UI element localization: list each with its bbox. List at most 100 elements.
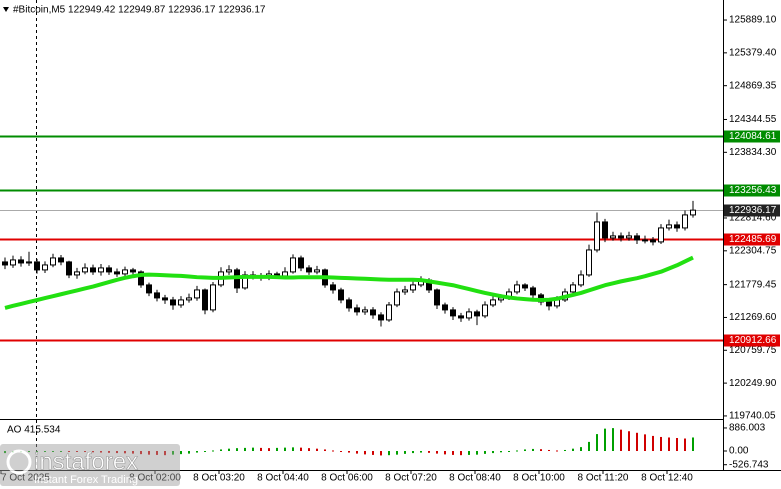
candle-body [450, 309, 456, 317]
ao-bar [228, 448, 230, 452]
y-tick-label: 120249.90 [729, 378, 777, 389]
ao-bar [196, 451, 198, 453]
ao-bar [452, 451, 454, 455]
candle-body [114, 271, 120, 275]
candle-body [18, 259, 24, 264]
ao-bar [212, 450, 214, 452]
ao-bar [596, 434, 598, 452]
ao-bar [404, 451, 406, 454]
candle-body [410, 284, 416, 291]
candle-body [378, 314, 384, 321]
candle-body [122, 269, 128, 275]
ao-bar [28, 451, 30, 453]
ao-bar [244, 447, 246, 452]
y-tick-label: 122304.75 [729, 245, 777, 256]
candle-body [474, 311, 480, 317]
ao-bar [300, 447, 302, 452]
y-tick-label: 124869.35 [729, 80, 777, 91]
x-tick-label: 8 Oct 07:20 [385, 473, 437, 484]
ao-bar [148, 451, 150, 455]
candle-body [138, 271, 144, 286]
candle-body [394, 291, 400, 306]
level-label: 122485.69 [729, 234, 777, 245]
ao-bar [684, 438, 686, 452]
ao-bar [220, 449, 222, 452]
candle-body [146, 284, 152, 294]
ao-bar [372, 451, 374, 455]
ao-bar [412, 451, 414, 454]
ao-bar [444, 451, 446, 455]
ao-bar [116, 451, 118, 454]
candle-body [634, 235, 640, 241]
candle-body [442, 304, 448, 311]
ao-bar [348, 451, 350, 453]
ao-bar [204, 451, 206, 453]
level-label-bg [724, 184, 780, 197]
candle-body [674, 224, 680, 229]
candle-body [618, 235, 624, 239]
x-tick-label: 8 Oct 08:40 [449, 473, 501, 484]
ao-bar [60, 451, 62, 453]
x-tick-label: 8 Oct 10:00 [513, 473, 565, 484]
ao-tick-label: -526.743 [729, 459, 769, 470]
watermark-bg [0, 444, 180, 486]
candle-body [482, 304, 488, 317]
ao-bar [92, 451, 94, 453]
candle-body [434, 289, 440, 306]
ao-bar [628, 431, 630, 452]
candle-body [178, 299, 184, 306]
ao-bar [620, 429, 622, 452]
ao-bar [364, 451, 366, 455]
indicator-title: AO 415.534 [7, 425, 61, 436]
moving-average [4, 255, 694, 310]
ao-bar [652, 435, 654, 452]
candle-body [154, 292, 160, 299]
y-tick-label: 119740.05 [729, 411, 776, 422]
ao-bar [604, 428, 606, 452]
candle-body [106, 267, 112, 273]
candle-body [2, 261, 8, 266]
ao-bar [532, 448, 534, 452]
ao-bar [644, 434, 646, 452]
candle-body [650, 239, 656, 243]
candle-body [50, 257, 56, 266]
x-tick-label: 8 Oct 12:40 [641, 473, 693, 484]
candle-body [530, 287, 536, 296]
candle-body [162, 297, 168, 301]
ao-bar [236, 448, 238, 452]
candle-body [570, 284, 576, 293]
level-label-bg [724, 334, 780, 347]
ao-bar [508, 451, 510, 453]
candle-body [98, 267, 104, 273]
candle-body [626, 235, 632, 239]
candle-body [330, 284, 336, 291]
candle-body [226, 269, 232, 273]
candle-body [354, 307, 360, 313]
ao-bar [76, 451, 78, 453]
ao-bar [436, 451, 438, 454]
ao-tick-label: 0.00 [729, 446, 749, 457]
ao-bar [460, 451, 462, 456]
candle-body [90, 267, 96, 273]
ao-bar [572, 448, 574, 452]
y-tick-label: 122814.60 [729, 213, 777, 224]
watermark-brand: instaforex [34, 448, 138, 475]
ao-bar [52, 451, 54, 453]
candle-body [186, 297, 192, 301]
candle-body [682, 214, 688, 229]
ao-bar [4, 451, 6, 454]
candle-body [10, 259, 16, 266]
candle-body [594, 221, 600, 251]
ao-bar [140, 451, 142, 455]
ao-bar [308, 448, 310, 452]
ao-bar [188, 451, 190, 454]
ao-bar [468, 451, 470, 455]
candle-body [210, 284, 216, 311]
candle-body [194, 289, 200, 299]
candle-body [690, 209, 696, 216]
y-tick-label: 121269.60 [729, 312, 777, 323]
watermark-tagline: Instant Forex Trading [34, 474, 138, 486]
candle-body [386, 304, 392, 321]
ao-bar [132, 451, 134, 454]
